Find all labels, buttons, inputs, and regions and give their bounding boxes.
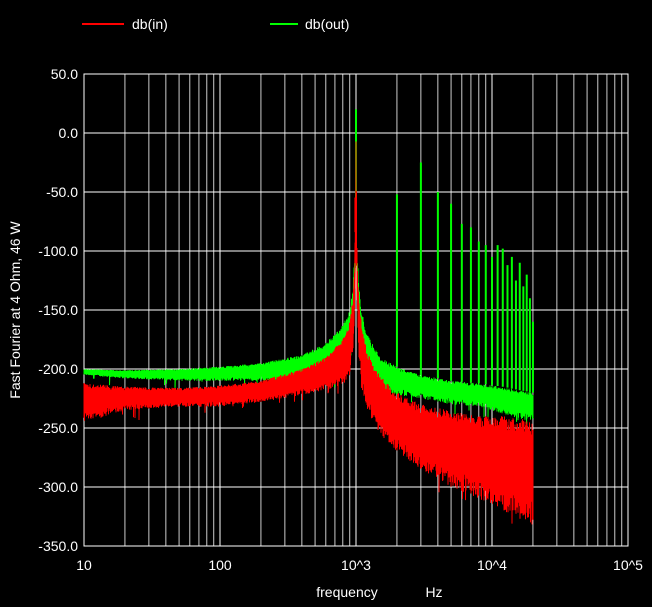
x-tick-label: 10^5: [613, 557, 643, 573]
y-tick-label: -350.0: [38, 538, 78, 554]
y-tick-labels: 50.0 0.0 -50.0 -100.0 -150.0 -200.0 -250.0 -300…: [38, 66, 78, 554]
x-tick-labels: 10 100 10^3 10^4 10^5: [76, 557, 643, 573]
x-tick-label: 10^4: [477, 557, 507, 573]
y-tick-label: 0.0: [59, 125, 79, 141]
plot-area: [83, 109, 534, 525]
y-axis-label: Fast Fourier at 4 Ohm, 46 W: [7, 221, 23, 399]
y-tick-label: -200.0: [38, 361, 78, 377]
y-tick-label: -50.0: [46, 184, 78, 200]
series-db-in-noise-band: [83, 141, 534, 525]
x-axis-unit: Hz: [425, 584, 442, 600]
x-tick-label: 10^3: [341, 557, 371, 573]
x-axis-label: frequency: [316, 584, 377, 600]
y-tick-label: -100.0: [38, 243, 78, 259]
legend-label-out: db(out): [305, 16, 349, 32]
legend-label-in: db(in): [132, 16, 168, 32]
x-tick-label: 10: [76, 557, 92, 573]
x-tick-label: 100: [208, 557, 232, 573]
y-tick-label: -150.0: [38, 302, 78, 318]
legend: db(in) db(out): [82, 16, 349, 32]
y-tick-label: 50.0: [51, 66, 78, 82]
y-tick-label: -250.0: [38, 420, 78, 436]
grid: [83, 73, 629, 547]
y-tick-label: -300.0: [38, 479, 78, 495]
